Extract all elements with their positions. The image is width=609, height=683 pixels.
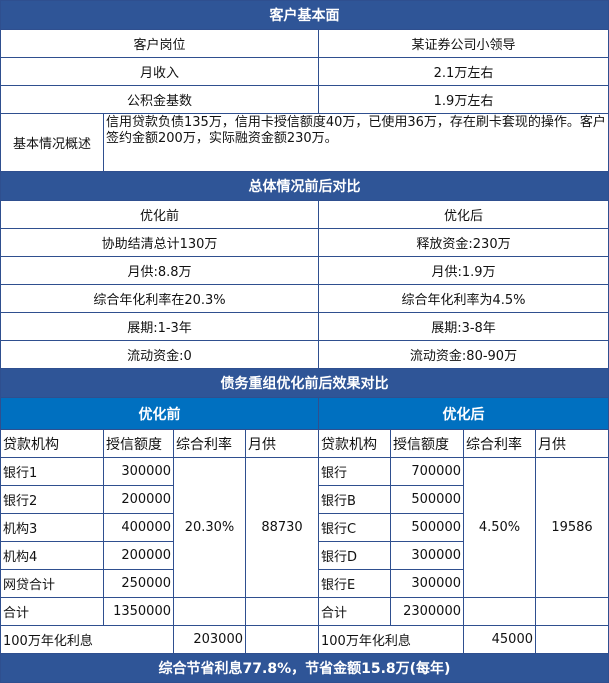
lender-amount: 400000 — [103, 513, 174, 542]
col-header: 授信额度 — [103, 429, 174, 458]
lender-amount: 500000 — [390, 513, 464, 542]
interest-label: 100万年化利息 — [318, 625, 464, 654]
overall-before: 展期:1-3年 — [0, 312, 319, 341]
lender-name: 网贷合计 — [0, 569, 104, 598]
overall-before: 协助结清总计130万 — [0, 228, 319, 257]
lender-amount: 250000 — [103, 569, 174, 598]
empty-cell — [463, 597, 536, 626]
lender-name: 银行1 — [0, 457, 104, 486]
before-rate: 20.30% — [173, 457, 246, 598]
after-monthly: 19586 — [535, 457, 609, 598]
before-total: 1350000 — [103, 597, 174, 626]
overall-after: 展期:3-8年 — [318, 312, 609, 341]
lender-amount: 200000 — [103, 485, 174, 514]
col-header: 月供 — [245, 429, 319, 458]
interest-label: 100万年化利息 — [0, 625, 174, 654]
lender-name: 银行E — [318, 569, 391, 598]
overall-before: 优化前 — [0, 200, 319, 229]
after-rate: 4.50% — [463, 457, 536, 598]
overall-before: 综合年化利率在20.3% — [0, 284, 319, 313]
lender-name: 机构4 — [0, 541, 104, 570]
value-income: 2.1万左右 — [318, 57, 609, 86]
total-label: 合计 — [0, 597, 104, 626]
before-interest: 203000 — [173, 625, 246, 654]
value-fund: 1.9万左右 — [318, 85, 609, 114]
section-title-overall: 总体情况前后对比 — [0, 171, 609, 201]
empty-cell — [245, 597, 319, 626]
lender-amount: 200000 — [103, 541, 174, 570]
overall-after: 综合年化利率为4.5% — [318, 284, 609, 313]
overall-after: 释放资金:230万 — [318, 228, 609, 257]
overall-after: 优化后 — [318, 200, 609, 229]
summary-label: 基本情况概述 — [0, 113, 104, 172]
empty-cell — [245, 625, 319, 654]
lender-amount: 300000 — [390, 569, 464, 598]
section-title-basic: 客户基本面 — [0, 0, 609, 30]
empty-cell — [535, 625, 609, 654]
section-title-debt: 债务重组优化前后效果对比 — [0, 368, 609, 398]
col-header: 授信额度 — [390, 429, 464, 458]
col-header: 贷款机构 — [0, 429, 104, 458]
lender-name: 银行 — [318, 457, 391, 486]
total-label: 合计 — [318, 597, 391, 626]
overall-after: 流动资金:80-90万 — [318, 340, 609, 369]
empty-cell — [535, 597, 609, 626]
value-position: 某证券公司小领导 — [318, 29, 609, 58]
lender-name: 银行2 — [0, 485, 104, 514]
after-interest: 45000 — [463, 625, 536, 654]
lender-name: 银行C — [318, 513, 391, 542]
lender-amount: 500000 — [390, 485, 464, 514]
debt-after-label: 优化后 — [318, 397, 609, 430]
lender-amount: 300000 — [390, 541, 464, 570]
overall-before: 月供:8.8万 — [0, 256, 319, 285]
after-total: 2300000 — [390, 597, 464, 626]
debt-before-label: 优化前 — [0, 397, 319, 430]
lender-amount: 700000 — [390, 457, 464, 486]
savings-summary: 综合节省利息77.8%，节省金额15.8万(每年) — [0, 653, 609, 683]
empty-cell — [173, 597, 246, 626]
lender-amount: 300000 — [103, 457, 174, 486]
col-header: 贷款机构 — [318, 429, 391, 458]
lender-name: 银行D — [318, 541, 391, 570]
label-income: 月收入 — [0, 57, 319, 86]
overall-after: 月供:1.9万 — [318, 256, 609, 285]
col-header: 月供 — [535, 429, 609, 458]
before-monthly: 88730 — [245, 457, 319, 598]
overall-before: 流动资金:0 — [0, 340, 319, 369]
col-header: 综合利率 — [173, 429, 246, 458]
lender-name: 银行B — [318, 485, 391, 514]
label-fund: 公积金基数 — [0, 85, 319, 114]
lender-name: 机构3 — [0, 513, 104, 542]
col-header: 综合利率 — [463, 429, 536, 458]
label-position: 客户岗位 — [0, 29, 319, 58]
summary-text: 信用贷款负债135万，信用卡授信额度40万，已使用36万，存在刷卡套现的操作。客… — [103, 113, 609, 172]
